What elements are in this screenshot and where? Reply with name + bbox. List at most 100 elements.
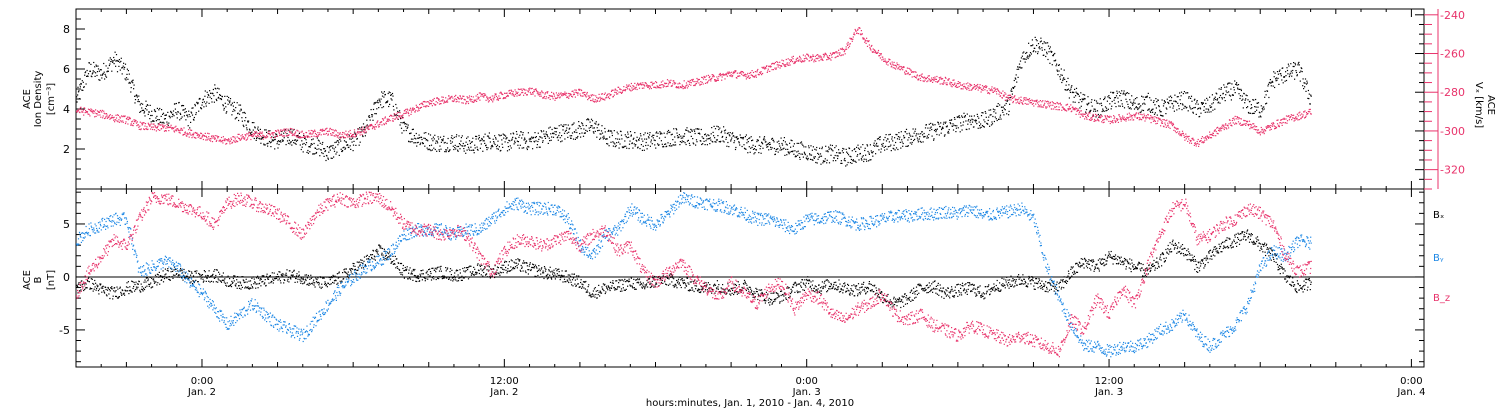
data-point	[1002, 97, 1003, 98]
data-point	[626, 84, 627, 85]
data-point	[145, 123, 146, 124]
data-point	[535, 88, 536, 89]
data-point	[412, 139, 413, 140]
data-point	[171, 125, 172, 126]
data-point	[1105, 97, 1106, 98]
data-point	[355, 145, 356, 146]
data-point	[144, 111, 145, 112]
data-point	[770, 147, 771, 148]
data-point	[999, 104, 1000, 105]
data-point	[309, 136, 310, 137]
data-point	[425, 132, 426, 133]
data-point	[415, 111, 416, 112]
data-point	[939, 77, 940, 78]
data-point	[927, 128, 928, 129]
data-point	[1083, 94, 1084, 95]
data-point	[982, 85, 983, 86]
data-point	[462, 98, 463, 99]
data-point	[420, 144, 421, 145]
data-point	[1109, 103, 1110, 104]
data-point	[553, 133, 554, 134]
data-point	[393, 109, 394, 110]
data-point	[448, 151, 449, 152]
data-point	[1292, 70, 1293, 71]
data-point	[1057, 71, 1058, 72]
data-point	[386, 121, 387, 122]
data-point	[458, 151, 459, 152]
data-point	[602, 133, 603, 134]
data-point	[433, 100, 434, 101]
data-point	[855, 151, 856, 152]
data-point	[1131, 95, 1132, 96]
data-point	[711, 133, 712, 134]
data-point	[303, 133, 304, 134]
data-point	[275, 139, 276, 140]
data-point	[539, 96, 540, 97]
data-point	[486, 147, 487, 148]
data-point	[1019, 101, 1020, 102]
data-point	[396, 107, 397, 108]
data-point	[407, 127, 408, 128]
data-point	[237, 136, 238, 137]
data-point	[245, 135, 246, 136]
data-point	[332, 158, 333, 159]
data-point	[82, 112, 83, 113]
data-point	[545, 138, 546, 139]
data-point	[223, 105, 224, 106]
data-point	[94, 66, 95, 67]
data-point	[755, 75, 756, 76]
data-point	[609, 98, 610, 99]
data-point	[316, 152, 317, 153]
data-point	[1039, 48, 1040, 49]
data-point	[1268, 84, 1269, 85]
data-point	[542, 137, 543, 138]
data-point	[467, 136, 468, 137]
data-point	[576, 90, 577, 91]
data-point	[1059, 64, 1060, 65]
data-point	[514, 96, 515, 97]
data-point	[1229, 83, 1230, 84]
data-point	[825, 146, 826, 147]
data-point	[1191, 96, 1192, 97]
data-point	[509, 90, 510, 91]
bottom-left-axis-unit: [nT]	[46, 270, 57, 290]
data-point	[902, 146, 903, 147]
data-point	[339, 139, 340, 140]
data-point	[1301, 68, 1302, 69]
data-point	[785, 66, 786, 67]
data-point	[889, 141, 890, 142]
data-point	[455, 145, 456, 146]
data-point	[857, 33, 858, 34]
data-point	[1207, 100, 1208, 101]
data-point	[595, 131, 596, 132]
data-point	[492, 146, 493, 147]
data-point	[1159, 106, 1160, 107]
data-point	[1033, 105, 1034, 106]
data-point	[1280, 73, 1281, 74]
data-point	[1017, 101, 1018, 102]
data-point	[109, 65, 110, 66]
data-point	[450, 143, 451, 144]
data-point	[278, 132, 279, 133]
data-point	[525, 143, 526, 144]
data-point	[640, 135, 641, 136]
data-point	[825, 158, 826, 159]
data-point	[552, 129, 553, 130]
data-point	[981, 127, 982, 128]
data-point	[242, 112, 243, 113]
data-point	[408, 113, 409, 114]
data-point	[929, 124, 930, 125]
data-point	[967, 124, 968, 125]
data-point	[786, 154, 787, 155]
data-point	[133, 125, 134, 126]
data-point	[357, 138, 358, 139]
data-point	[890, 134, 891, 135]
data-point	[1019, 97, 1020, 98]
data-point	[1278, 74, 1279, 75]
data-point	[686, 82, 687, 83]
data-point	[462, 146, 463, 147]
data-point	[823, 56, 824, 57]
data-point	[147, 129, 148, 130]
data-point	[725, 139, 726, 140]
data-point	[1245, 100, 1246, 101]
